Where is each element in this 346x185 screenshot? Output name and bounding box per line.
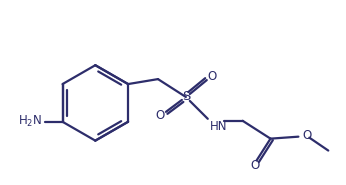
- Text: O: O: [207, 70, 216, 83]
- Text: O: O: [302, 129, 312, 142]
- Text: H$_2$N: H$_2$N: [18, 114, 43, 129]
- Text: HN: HN: [210, 120, 227, 133]
- Text: O: O: [250, 159, 259, 172]
- Text: S: S: [182, 90, 190, 103]
- Text: O: O: [155, 109, 165, 122]
